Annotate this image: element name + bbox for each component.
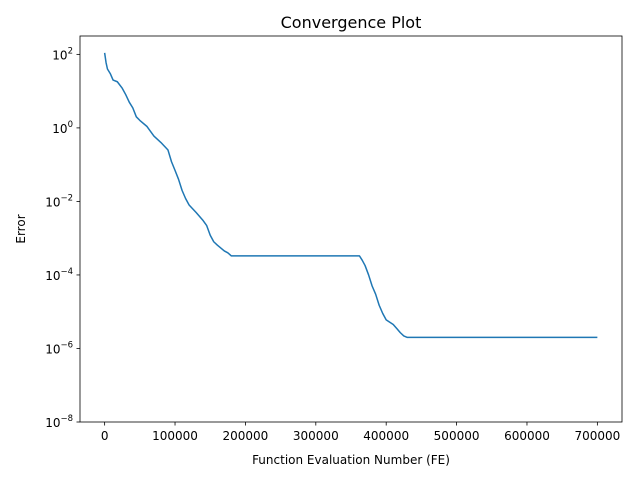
x-axis-ticks: 0 100000 200000 300000 400000 500000 600000 700… <box>101 422 620 443</box>
series-group <box>103 52 598 339</box>
y-axis-ticks: 102 100 10−2 10−4 10−6 10−8 <box>45 46 80 430</box>
y-tick-label: 10−4 <box>45 267 73 283</box>
x-axis-label: Function Evaluation Number (FE) <box>252 453 450 467</box>
x-tick-label: 300000 <box>293 429 339 443</box>
x-tick-label: 100000 <box>152 429 198 443</box>
x-tick-label: 500000 <box>434 429 480 443</box>
y-tick-label: 10−6 <box>45 340 73 356</box>
x-tick-label: 600000 <box>504 429 550 443</box>
series-line-0 <box>103 52 598 339</box>
y-tick-label: 10−8 <box>45 414 73 430</box>
y-tick-label: 100 <box>52 120 73 136</box>
chart-title: Convergence Plot <box>281 13 422 32</box>
x-tick-label: 200000 <box>223 429 269 443</box>
plot-frame <box>79 35 623 423</box>
x-tick-label: 0 <box>101 429 109 443</box>
y-tick-label: 10−2 <box>45 193 73 209</box>
y-axis-label: Error <box>14 214 28 243</box>
y-tick-label: 102 <box>52 46 73 62</box>
x-tick-label: 400000 <box>363 429 409 443</box>
x-tick-label: 700000 <box>574 429 620 443</box>
